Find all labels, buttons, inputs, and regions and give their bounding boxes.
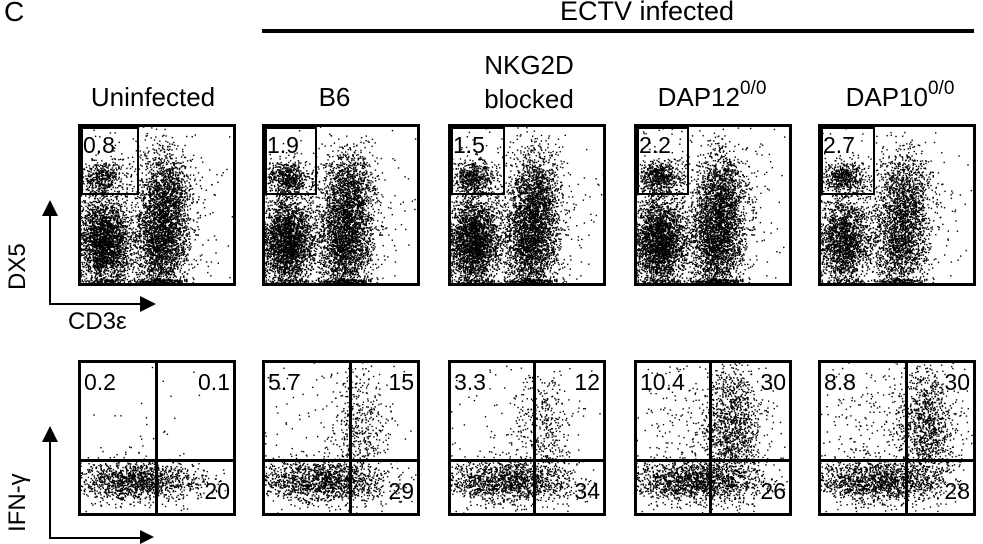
quadrant-divider-h: [265, 459, 420, 462]
quadrant-divider-v: [905, 363, 908, 516]
quadrant-lower-right: 29: [388, 479, 414, 503]
arrow-up-icon: [42, 200, 58, 216]
col-label-uninfected: Uninfected: [70, 80, 236, 114]
quadrant-upper-right: 12: [574, 370, 600, 394]
panel-letter: C: [4, 0, 24, 28]
quadrant-divider-h: [81, 459, 236, 462]
quadrant-upper-right: 15: [388, 370, 414, 394]
x-axis-arrow-row2: [49, 537, 141, 539]
quadrant-upper-left: 3.3: [454, 370, 486, 394]
quadrant-upper-left: 8.8: [824, 370, 856, 394]
col-label-line1: NKG2D: [448, 48, 610, 82]
dx5-cd3e-plot-uninfected: 0.8: [78, 124, 236, 286]
col-label-text: Uninfected: [91, 82, 215, 112]
gate-value: 1.9: [267, 133, 299, 157]
col-label-sup: 0/0: [928, 78, 954, 99]
col-label-nkg2d-blocked: NKG2D blocked: [448, 48, 610, 116]
ifng-plot-nkg2d-blocked: 3.3 12 34: [448, 360, 606, 516]
dx5-cd3e-plot-dap12: 2.2: [634, 124, 792, 286]
col-label-sup: 0/0: [740, 78, 766, 99]
dx5-cd3e-plot-dap10: 2.7: [818, 124, 976, 286]
col-label-text: DAP10: [846, 82, 928, 112]
quadrant-upper-right: 0.1: [198, 370, 230, 394]
quadrant-divider-v: [155, 363, 158, 516]
quadrant-lower-right: 28: [944, 479, 970, 503]
ifng-plot-dap10: 8.8 30 28: [818, 360, 976, 516]
ifng-plot-b6: 5.7 15 29: [262, 360, 420, 516]
col-label-line2: blocked: [448, 82, 610, 116]
header-rule: [262, 29, 974, 33]
quadrant-divider-h: [637, 459, 792, 462]
y-axis-label-dx5: DX5: [4, 243, 32, 290]
col-label-text: B6: [319, 82, 351, 112]
quadrant-divider-v: [709, 363, 712, 516]
quadrant-lower-right: 20: [204, 479, 230, 503]
quadrant-lower-right: 34: [574, 479, 600, 503]
quadrant-divider-h: [451, 459, 606, 462]
gate-value: 2.2: [639, 133, 671, 157]
col-label-dap10: DAP100/0: [818, 80, 982, 114]
quadrant-upper-right: 30: [944, 370, 970, 394]
dx5-cd3e-plot-nkg2d-blocked: 1.5: [448, 124, 606, 286]
col-label-b6: B6: [262, 80, 407, 114]
cd3e-axis-arrow: [49, 303, 141, 305]
ifng-plot-uninfected: 0.2 0.1 20: [78, 360, 236, 516]
ifng-axis-arrow: [49, 440, 51, 539]
header-ectv-infected: ECTV infected: [560, 0, 734, 27]
col-label-dap12: DAP120/0: [634, 80, 790, 114]
quadrant-divider-v: [533, 363, 536, 516]
quadrant-upper-left: 5.7: [268, 370, 300, 394]
gate-value: 1.5: [453, 133, 485, 157]
dx5-axis-arrow: [49, 214, 51, 304]
quadrant-upper-right: 30: [760, 370, 786, 394]
col-label-text: DAP12: [658, 82, 740, 112]
arrow-up-icon: [42, 426, 58, 442]
quadrant-lower-right: 26: [760, 479, 786, 503]
arrow-right-icon: [140, 530, 154, 544]
x-axis-label-cd3e: CD3ε: [68, 308, 127, 336]
gate-value: 2.7: [823, 133, 855, 157]
dx5-cd3e-plot-b6: 1.9: [262, 124, 420, 286]
quadrant-upper-left: 0.2: [84, 370, 116, 394]
quadrant-divider-h: [821, 459, 976, 462]
quadrant-divider-v: [349, 363, 352, 516]
gate-value: 0.8: [83, 133, 115, 157]
arrow-right-icon: [140, 296, 156, 312]
y-axis-label-ifng: IFN-γ: [4, 473, 32, 532]
ifng-plot-dap12: 10.4 30 26: [634, 360, 792, 516]
quadrant-upper-left: 10.4: [640, 370, 685, 394]
